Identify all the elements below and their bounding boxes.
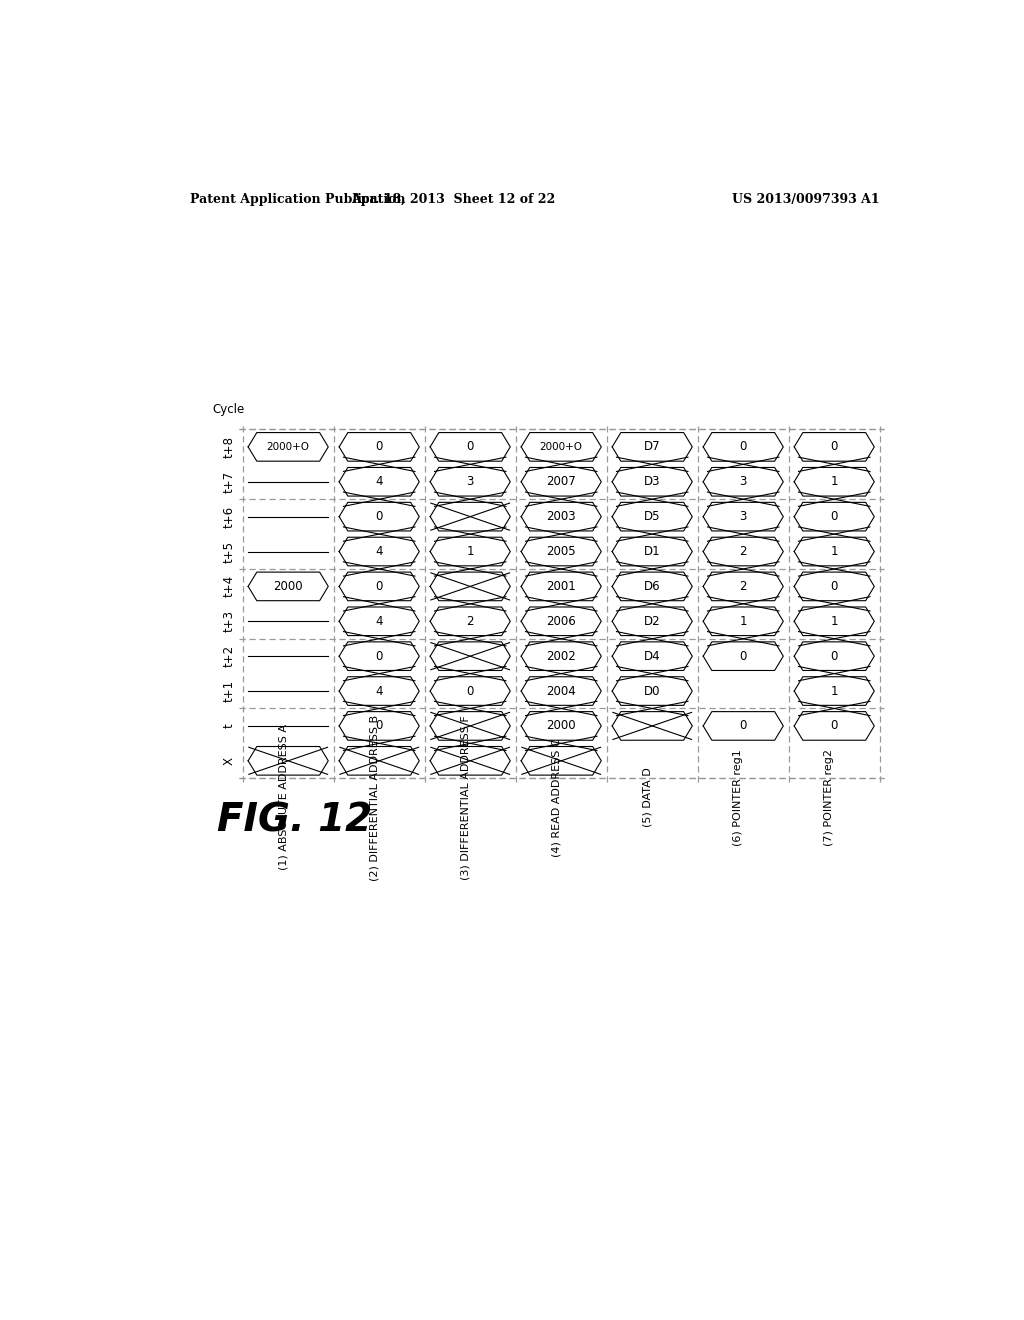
Text: 2000+O: 2000+O — [540, 442, 583, 451]
Text: (6) POINTER reg1: (6) POINTER reg1 — [733, 750, 743, 846]
Text: X: X — [222, 756, 236, 764]
Text: t+1: t+1 — [222, 680, 236, 702]
Text: D7: D7 — [644, 441, 660, 453]
Text: 0: 0 — [739, 719, 746, 733]
Text: t+7: t+7 — [222, 471, 236, 492]
Text: D2: D2 — [644, 615, 660, 628]
Text: (7) POINTER reg2: (7) POINTER reg2 — [824, 748, 835, 846]
Text: t+6: t+6 — [222, 506, 236, 528]
Text: 0: 0 — [830, 579, 838, 593]
Text: 2007: 2007 — [547, 475, 577, 488]
Text: Cycle: Cycle — [213, 403, 245, 416]
Text: (5) DATA D: (5) DATA D — [642, 768, 652, 828]
Text: 0: 0 — [739, 441, 746, 453]
Text: 0: 0 — [376, 441, 383, 453]
Text: t+4: t+4 — [222, 576, 236, 598]
Text: 0: 0 — [739, 649, 746, 663]
Text: t+8: t+8 — [222, 436, 236, 458]
Text: t+3: t+3 — [222, 610, 236, 632]
Text: 1: 1 — [830, 545, 838, 558]
Text: 0: 0 — [830, 719, 838, 733]
Text: 0: 0 — [376, 719, 383, 733]
Text: 1: 1 — [467, 545, 474, 558]
Text: Patent Application Publication: Patent Application Publication — [190, 193, 406, 206]
Text: t: t — [222, 723, 236, 729]
Text: (2) DIFFERENTIAL ADDRESS B: (2) DIFFERENTIAL ADDRESS B — [370, 714, 379, 880]
Text: 0: 0 — [830, 510, 838, 523]
Text: 1: 1 — [830, 685, 838, 697]
Text: 2000: 2000 — [547, 719, 577, 733]
Text: 2002: 2002 — [547, 649, 577, 663]
Text: 4: 4 — [376, 685, 383, 697]
Text: (1) ABSOLUTE ADDRESS A: (1) ABSOLUTE ADDRESS A — [279, 725, 288, 870]
Text: 2000+O: 2000+O — [266, 442, 309, 451]
Text: D0: D0 — [644, 685, 660, 697]
Text: 2005: 2005 — [547, 545, 577, 558]
Text: 0: 0 — [376, 510, 383, 523]
Text: D4: D4 — [644, 649, 660, 663]
Text: 4: 4 — [376, 615, 383, 628]
Text: 0: 0 — [467, 685, 474, 697]
Text: D5: D5 — [644, 510, 660, 523]
Text: 2001: 2001 — [547, 579, 577, 593]
Text: 2006: 2006 — [547, 615, 577, 628]
Text: 1: 1 — [830, 615, 838, 628]
Text: 0: 0 — [376, 579, 383, 593]
Text: D6: D6 — [644, 579, 660, 593]
Text: Apr. 18, 2013  Sheet 12 of 22: Apr. 18, 2013 Sheet 12 of 22 — [351, 193, 556, 206]
Text: t+5: t+5 — [222, 540, 236, 562]
Text: 1: 1 — [830, 475, 838, 488]
Text: FIG. 12: FIG. 12 — [217, 801, 373, 840]
Text: 2000: 2000 — [273, 579, 303, 593]
Text: 0: 0 — [467, 441, 474, 453]
Text: 4: 4 — [376, 545, 383, 558]
Text: (4) READ ADDRESS C: (4) READ ADDRESS C — [551, 738, 561, 857]
Text: 2004: 2004 — [547, 685, 577, 697]
Text: 2003: 2003 — [547, 510, 577, 523]
Text: 0: 0 — [376, 649, 383, 663]
Text: 3: 3 — [467, 475, 474, 488]
Text: 2: 2 — [739, 545, 746, 558]
Text: 3: 3 — [739, 475, 746, 488]
Text: (3) DIFFERENTIAL ADDRESS F: (3) DIFFERENTIAL ADDRESS F — [460, 715, 470, 880]
Text: US 2013/0097393 A1: US 2013/0097393 A1 — [732, 193, 880, 206]
Text: 3: 3 — [739, 510, 746, 523]
Text: 1: 1 — [739, 615, 746, 628]
Text: 2: 2 — [467, 615, 474, 628]
Text: 0: 0 — [830, 649, 838, 663]
Text: 2: 2 — [739, 579, 746, 593]
Text: D1: D1 — [644, 545, 660, 558]
Text: D3: D3 — [644, 475, 660, 488]
Text: 0: 0 — [830, 441, 838, 453]
Text: 4: 4 — [376, 475, 383, 488]
Text: t+2: t+2 — [222, 645, 236, 667]
